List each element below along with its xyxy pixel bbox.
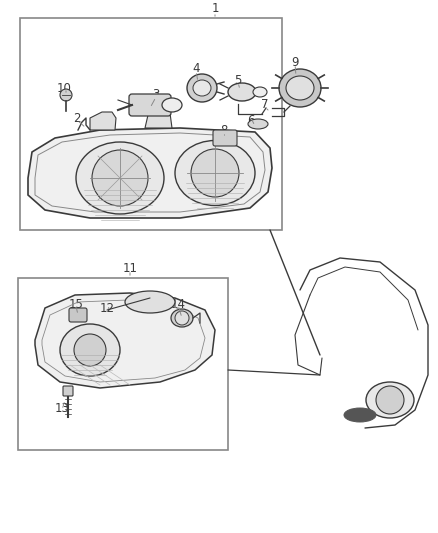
Ellipse shape	[125, 291, 175, 313]
Circle shape	[92, 150, 148, 206]
Text: 9: 9	[291, 55, 299, 69]
Ellipse shape	[253, 87, 267, 97]
Circle shape	[191, 149, 239, 197]
Ellipse shape	[76, 142, 164, 214]
Polygon shape	[35, 293, 215, 388]
Ellipse shape	[193, 80, 211, 96]
Text: 8: 8	[220, 124, 228, 136]
Ellipse shape	[366, 382, 414, 418]
Circle shape	[60, 89, 72, 101]
Text: 12: 12	[99, 302, 114, 314]
FancyBboxPatch shape	[63, 386, 73, 396]
Ellipse shape	[248, 119, 268, 129]
Text: 2: 2	[73, 111, 81, 125]
Text: 3: 3	[152, 88, 160, 101]
Ellipse shape	[286, 76, 314, 100]
Text: 14: 14	[170, 297, 186, 311]
Polygon shape	[28, 128, 272, 218]
FancyBboxPatch shape	[213, 130, 237, 146]
Ellipse shape	[175, 141, 255, 206]
Circle shape	[74, 334, 106, 366]
Ellipse shape	[187, 74, 217, 102]
Text: 15: 15	[69, 297, 83, 311]
Text: 13: 13	[55, 401, 70, 415]
Ellipse shape	[344, 408, 376, 422]
Circle shape	[376, 386, 404, 414]
Polygon shape	[145, 110, 172, 128]
Ellipse shape	[228, 83, 256, 101]
Ellipse shape	[171, 309, 193, 327]
FancyBboxPatch shape	[129, 94, 171, 116]
Text: 1: 1	[211, 2, 219, 14]
FancyBboxPatch shape	[69, 308, 87, 322]
Bar	[20, 18, 282, 230]
Text: 5: 5	[234, 74, 242, 86]
Text: 10: 10	[57, 82, 71, 94]
Ellipse shape	[279, 69, 321, 107]
Text: 6: 6	[247, 114, 255, 126]
Text: 7: 7	[261, 98, 269, 110]
Text: 11: 11	[123, 262, 138, 274]
Polygon shape	[90, 112, 116, 130]
Ellipse shape	[162, 98, 182, 112]
Bar	[18, 278, 228, 450]
Text: 4: 4	[192, 61, 200, 75]
Ellipse shape	[60, 324, 120, 376]
Circle shape	[175, 311, 189, 325]
